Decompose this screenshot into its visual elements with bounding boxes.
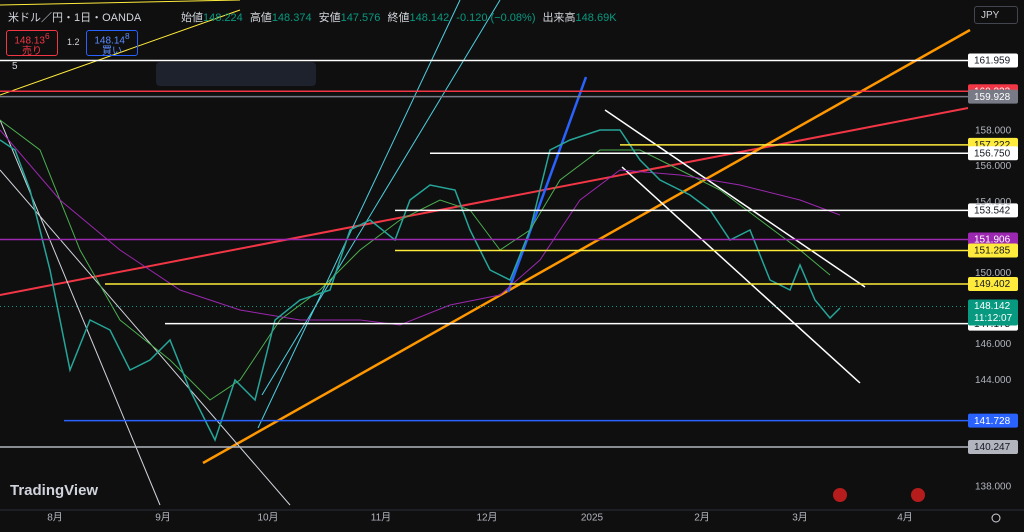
level-label: 153.542 <box>974 205 1011 216</box>
price-tick-label: 156.000 <box>975 161 1012 172</box>
event-icon[interactable] <box>833 488 847 502</box>
level-label-bg <box>968 89 1018 104</box>
label: 買い <box>102 46 122 58</box>
label: 出来高 <box>542 12 576 24</box>
sell-button[interactable]: 148.136 売り <box>6 30 58 58</box>
label: 始値 <box>180 12 203 24</box>
level-label-bg <box>968 203 1018 218</box>
price-tick-label: 158.000 <box>975 126 1012 137</box>
moving-average <box>0 119 831 401</box>
time-tick-label: 11月 <box>371 512 391 524</box>
level-label-bg <box>968 277 1018 292</box>
buy-button[interactable]: 148.148 買い <box>86 30 138 58</box>
value: 148.69K <box>575 12 617 24</box>
label: 高値 <box>249 12 272 24</box>
time-tick-label: 9月 <box>155 512 171 524</box>
value: 148.224 <box>202 12 243 24</box>
channel-line <box>0 169 291 506</box>
time-tick-label: 8月 <box>47 512 63 524</box>
price-tick-label: 154.000 <box>975 197 1012 208</box>
level-label: 156.750 <box>974 148 1011 159</box>
price-sup: 8 <box>124 31 130 41</box>
channel-line <box>621 166 861 384</box>
level-label-bg <box>968 440 1018 455</box>
level-label: 140.247 <box>974 442 1011 453</box>
channel-line <box>0 119 161 506</box>
time-tick-label: 12月 <box>476 512 497 524</box>
price-sup: 6 <box>44 31 50 41</box>
value: 147.576 <box>340 12 381 24</box>
level-label-bg <box>968 243 1018 258</box>
level-label-bg <box>968 53 1018 68</box>
level-label-bg <box>968 413 1018 428</box>
current-label-bg <box>968 299 1018 326</box>
toolbar <box>156 62 316 86</box>
label: 終値 <box>387 12 410 24</box>
time-tick-label: 2月 <box>694 512 710 524</box>
price-levels: 161.959160.233159.928157.222156.750153.5… <box>0 53 1018 455</box>
symbol: 米ドル／円・1日・OANDA <box>8 12 142 24</box>
channel-line <box>261 0 501 396</box>
moving-average <box>0 129 841 326</box>
time-tick-label: 10月 <box>257 512 278 524</box>
legend: 米ドル／円・1日・OANDA 始値148.224 高値148.374 安値147… <box>8 9 621 25</box>
label: 安値 <box>318 12 341 24</box>
event-icon[interactable] <box>911 488 925 502</box>
toolbar-bg <box>156 62 316 86</box>
change: -0.120 (−0.08%) <box>456 12 536 24</box>
value: 148.142 <box>409 12 450 24</box>
level-label: 141.728 <box>974 416 1011 427</box>
time-tick-label: 3月 <box>792 512 808 524</box>
label: 売り <box>22 46 42 58</box>
price-tick-label: 146.000 <box>975 339 1012 350</box>
trend-line <box>506 76 588 293</box>
level-label-bg <box>968 146 1018 161</box>
price-tick-label: 138.000 <box>975 482 1012 493</box>
level-label: 151.285 <box>974 246 1011 257</box>
level-label: 161.959 <box>974 56 1011 67</box>
price: 148.14 <box>94 35 125 47</box>
trend-line <box>202 28 971 465</box>
countdown: 11:12:07 <box>974 313 1013 324</box>
current-price: 148.142 <box>974 301 1011 312</box>
settings-icon[interactable] <box>991 513 1001 523</box>
level-label-bg <box>968 232 1018 247</box>
level-label: 157.222 <box>974 140 1011 151</box>
spread: 1.2 <box>67 37 80 47</box>
price-tick-label: 150.000 <box>975 268 1012 279</box>
price-tick-label: 144.000 <box>975 375 1012 386</box>
trend-line <box>0 9 241 96</box>
currency-select[interactable]: JPY <box>974 6 1018 24</box>
logo: TradingView <box>10 482 98 499</box>
time-tick-label: 2025 <box>581 513 604 524</box>
channel-line <box>604 109 866 288</box>
trend-line <box>0 0 241 6</box>
drawings <box>0 0 971 506</box>
channel-line <box>257 0 461 429</box>
price-line <box>0 129 841 442</box>
price: 148.13 <box>14 35 45 47</box>
level-label: 151.906 <box>974 235 1011 246</box>
level-label: 159.928 <box>974 92 1011 103</box>
level-label: 149.402 <box>974 279 1011 290</box>
indicator-count[interactable]: 5 <box>12 61 18 72</box>
value: 148.374 <box>271 12 312 24</box>
trend-line <box>0 107 969 296</box>
time-tick-label: 4月 <box>897 512 913 524</box>
